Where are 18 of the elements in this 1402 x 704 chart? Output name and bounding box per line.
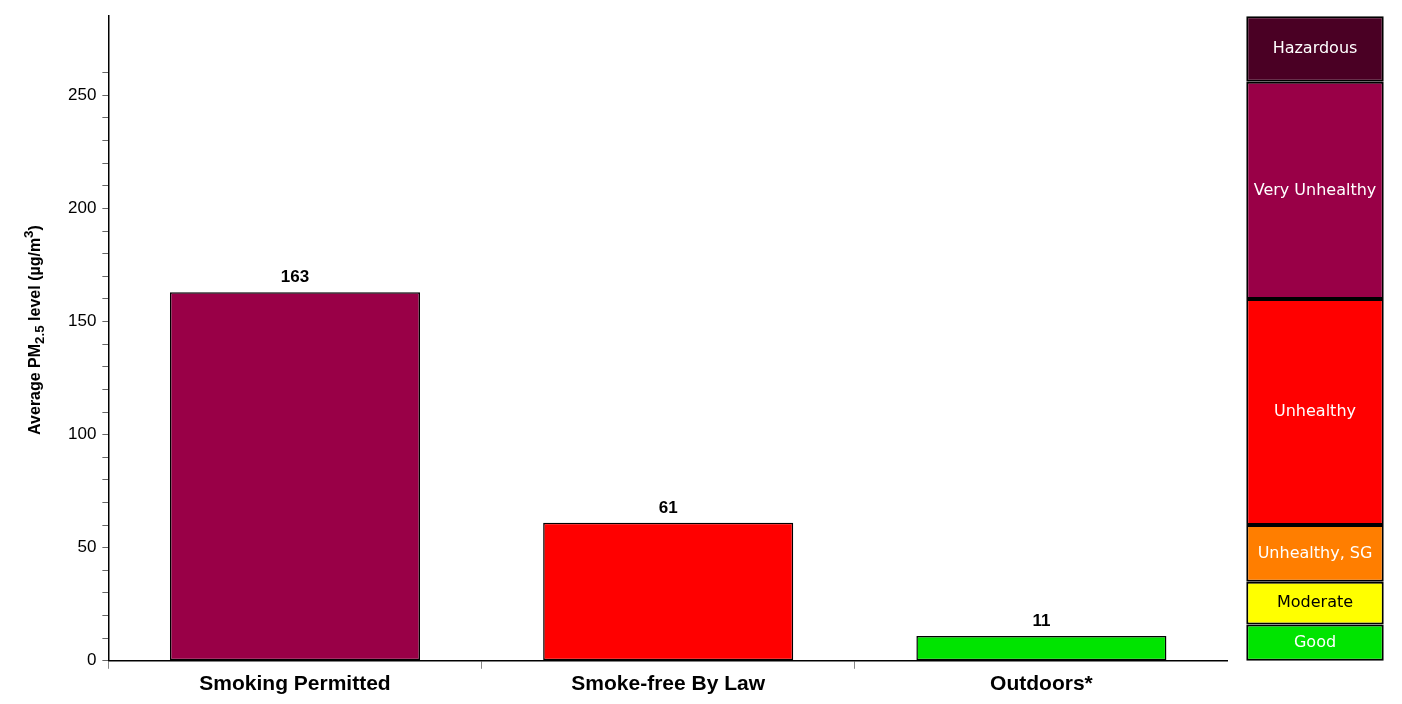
series-label: Good bbox=[1293, 631, 1337, 651]
data-label: 163 bbox=[280, 267, 310, 287]
y-tick-label: 200 bbox=[67, 198, 97, 218]
series-label: Very Unhealthy bbox=[1253, 179, 1377, 199]
x-tick-label: Outdoors* bbox=[990, 671, 1094, 695]
x-tick-label: Smoke-free By Law bbox=[571, 671, 766, 695]
y-tick-label: 250 bbox=[67, 85, 97, 105]
x-tick-label: Smoking Permitted bbox=[199, 671, 391, 695]
series-label: Unhealthy, SG bbox=[1257, 542, 1373, 562]
y-tick-label: 100 bbox=[67, 424, 97, 444]
data-label: 11 bbox=[1032, 611, 1051, 631]
data-label: 61 bbox=[658, 498, 678, 518]
y-tick-label: 0 bbox=[86, 650, 97, 670]
series-label: Unhealthy bbox=[1274, 401, 1356, 421]
series-label: Hazardous bbox=[1272, 38, 1358, 58]
y-tick-label: 150 bbox=[67, 311, 97, 331]
y-tick-label: 50 bbox=[77, 537, 97, 557]
series-label: Moderate bbox=[1276, 592, 1354, 612]
